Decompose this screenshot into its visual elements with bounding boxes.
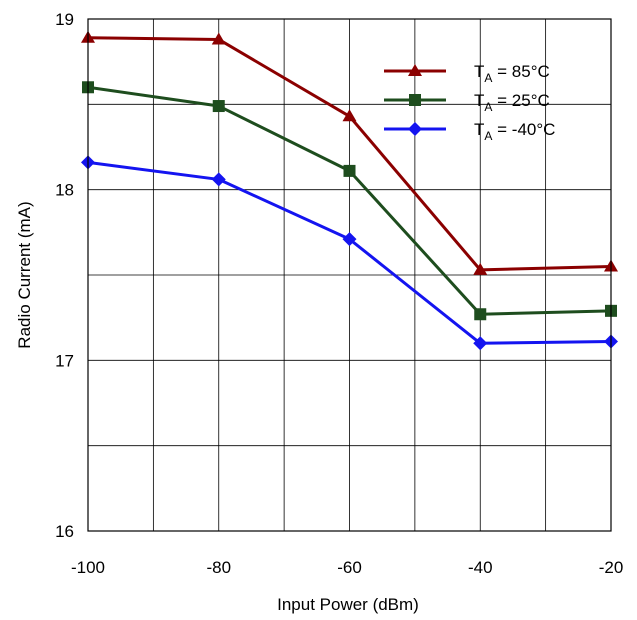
y-tick-label: 16 — [55, 522, 74, 541]
x-axis-title: Input Power (dBm) — [277, 595, 419, 614]
legend-item: TA = 85°C — [384, 62, 550, 85]
x-tick-label: -60 — [337, 558, 362, 577]
series-2 — [81, 155, 618, 351]
y-tick-label: 18 — [55, 181, 74, 200]
legend-item: TA = -40°C — [384, 120, 555, 143]
legend-marker — [408, 64, 422, 76]
legend-item: TA = 25°C — [384, 91, 550, 114]
y-tick-label: 17 — [55, 351, 74, 370]
series-1 — [82, 81, 617, 321]
legend-marker — [408, 122, 422, 136]
data-point — [342, 109, 357, 122]
data-point — [212, 100, 225, 113]
legend: TA = 85°C TA = 25°C TA = -40°C — [384, 62, 555, 143]
data-point — [211, 172, 226, 187]
x-ticks: -100 -80 -60 -40 -20 — [71, 558, 623, 577]
legend-label: TA = -40°C — [474, 120, 555, 143]
y-tick-label: 19 — [55, 10, 74, 29]
data-point — [473, 336, 488, 351]
data-point — [343, 164, 356, 177]
y-ticks: 16 17 18 19 — [55, 10, 74, 541]
series-layer — [81, 30, 618, 351]
x-tick-label: -80 — [206, 558, 231, 577]
x-tick-label: -20 — [599, 558, 624, 577]
data-point — [473, 262, 488, 275]
data-point — [211, 32, 226, 45]
legend-marker — [409, 94, 421, 106]
y-axis-title: Radio Current (mA) — [15, 201, 34, 348]
legend-label: TA = 85°C — [474, 62, 550, 85]
x-tick-label: -40 — [468, 558, 493, 577]
legend-label: TA = 25°C — [474, 91, 550, 114]
data-point — [342, 232, 357, 247]
plot-frame — [87, 18, 612, 532]
x-tick-label: -100 — [71, 558, 105, 577]
data-point — [474, 308, 487, 321]
